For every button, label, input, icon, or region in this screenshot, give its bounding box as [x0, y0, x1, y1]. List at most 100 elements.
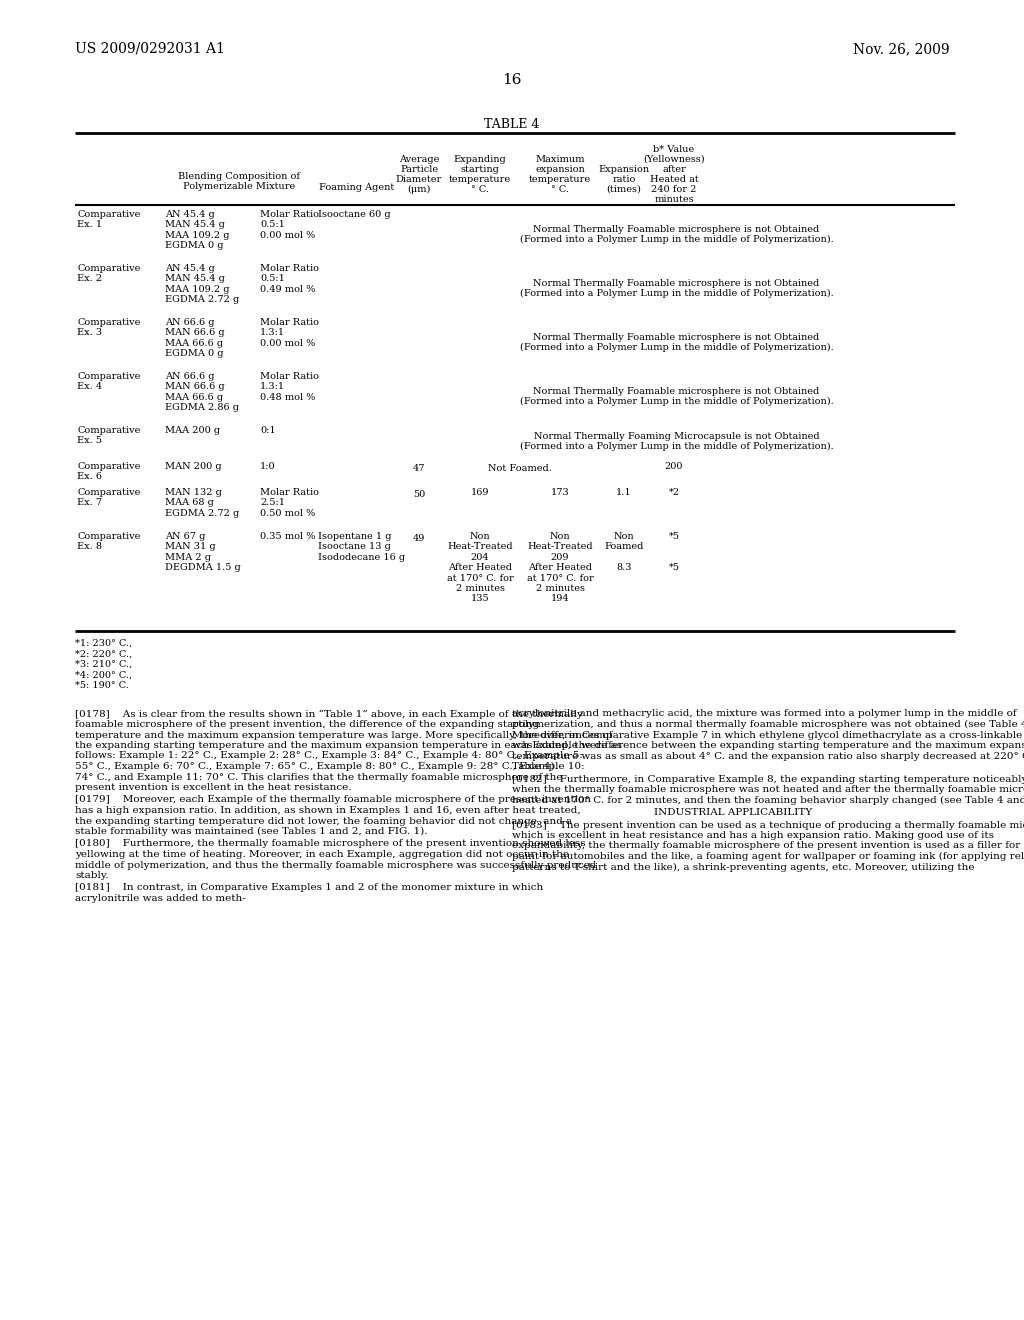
Text: 55° C., Example 6: 70° C., Example 7: 65° C., Example 8: 80° C., Example 9: 28° : 55° C., Example 6: 70° C., Example 7: 65… — [75, 762, 585, 771]
Text: has a high expansion ratio. In addition, as shown in Examples 1 and 16, even aft: has a high expansion ratio. In addition,… — [75, 807, 581, 814]
Text: which is excellent in heat resistance and has a high expansion ratio. Making goo: which is excellent in heat resistance an… — [512, 832, 994, 840]
Text: Comparative
Ex. 3: Comparative Ex. 3 — [77, 318, 140, 338]
Text: Blending Composition of: Blending Composition of — [178, 172, 300, 181]
Text: Normal Thermally Foamable microsphere is not Obtained: Normal Thermally Foamable microsphere is… — [534, 387, 819, 396]
Text: Non
Heat-Treated
204
After Heated
at 170° C. for
2 minutes
135: Non Heat-Treated 204 After Heated at 170… — [446, 532, 513, 603]
Text: yellowing at the time of heating. Moreover, in each Example, aggregation did not: yellowing at the time of heating. Moreov… — [75, 850, 569, 859]
Text: Particle: Particle — [400, 165, 438, 174]
Text: 240 for 2: 240 for 2 — [651, 185, 696, 194]
Text: was added, the difference between the expanding starting temperature and the max: was added, the difference between the ex… — [512, 741, 1024, 750]
Text: Comparative
Ex. 2: Comparative Ex. 2 — [77, 264, 140, 284]
Text: when the thermally foamable microsphere was not heated and after the thermally f: when the thermally foamable microsphere … — [512, 785, 1024, 795]
Text: middle of polymerization, and thus the thermally foamable microsphere was succes: middle of polymerization, and thus the t… — [75, 861, 596, 870]
Text: temperature and the maximum expansion temperature was large. More specifically, : temperature and the maximum expansion te… — [75, 730, 612, 739]
Text: (Yellowness): (Yellowness) — [643, 154, 705, 164]
Text: Diameter: Diameter — [396, 176, 442, 183]
Text: stable formability was maintained (see Tables 1 and 2, and FIG. 1).: stable formability was maintained (see T… — [75, 828, 427, 836]
Text: AN 45.4 g
MAN 45.4 g
MAA 109.2 g
EGDMA 0 g: AN 45.4 g MAN 45.4 g MAA 109.2 g EGDMA 0… — [165, 210, 229, 251]
Text: TABLE 4: TABLE 4 — [484, 117, 540, 131]
Text: AN 45.4 g
MAN 45.4 g
MAA 109.2 g
EGDMA 2.72 g: AN 45.4 g MAN 45.4 g MAA 109.2 g EGDMA 2… — [165, 264, 240, 304]
Text: polymerization, and thus a normal thermally foamable microsphere was not obtaine: polymerization, and thus a normal therma… — [512, 719, 1024, 729]
Text: [0179]    Moreover, each Example of the thermally foamable microsphere of the pr: [0179] Moreover, each Example of the the… — [75, 796, 591, 804]
Text: temperature was as small as about 4° C. and the expansion ratio also sharply dec: temperature was as small as about 4° C. … — [512, 751, 1024, 760]
Text: Non
Foamed

8.3: Non Foamed 8.3 — [604, 532, 644, 572]
Text: Nov. 26, 2009: Nov. 26, 2009 — [853, 42, 950, 55]
Text: AN 66.6 g
MAN 66.6 g
MAA 66.6 g
EGDMA 2.86 g: AN 66.6 g MAN 66.6 g MAA 66.6 g EGDMA 2.… — [165, 372, 239, 412]
Text: *2: 220° C.,: *2: 220° C., — [75, 649, 132, 659]
Text: (Formed into a Polymer Lump in the middle of Polymerization).: (Formed into a Polymer Lump in the middl… — [519, 442, 834, 451]
Text: ° C.: ° C. — [471, 185, 489, 194]
Text: (Formed into a Polymer Lump in the middle of Polymerization).: (Formed into a Polymer Lump in the middl… — [519, 343, 834, 352]
Text: 49: 49 — [413, 535, 425, 543]
Text: Expansion: Expansion — [598, 165, 649, 174]
Text: Molar Ratio
0.5:1
0.00 mol %: Molar Ratio 0.5:1 0.00 mol % — [260, 210, 319, 240]
Text: MAN 132 g
MAA 68 g
EGDMA 2.72 g: MAN 132 g MAA 68 g EGDMA 2.72 g — [165, 488, 240, 517]
Text: ratio: ratio — [612, 176, 636, 183]
Text: foamable microsphere of the present invention, the difference of the expanding s: foamable microsphere of the present inve… — [75, 719, 539, 729]
Text: the expanding starting temperature and the maximum expansion temperature in each: the expanding starting temperature and t… — [75, 741, 622, 750]
Text: *4: 200° C.,: *4: 200° C., — [75, 671, 132, 680]
Text: the expanding starting temperature did not lower, the foaming behavior did not c: the expanding starting temperature did n… — [75, 817, 572, 825]
Text: *2: *2 — [669, 488, 680, 498]
Text: paint for automobiles and the like, a foaming agent for wallpaper or foaming ink: paint for automobiles and the like, a fo… — [512, 851, 1024, 861]
Text: Table 4).: Table 4). — [512, 762, 558, 771]
Text: AN 66.6 g
MAN 66.6 g
MAA 66.6 g
EGDMA 0 g: AN 66.6 g MAN 66.6 g MAA 66.6 g EGDMA 0 … — [165, 318, 224, 358]
Text: Comparative
Ex. 8: Comparative Ex. 8 — [77, 532, 140, 552]
Text: stably.: stably. — [75, 871, 109, 880]
Text: Isooctane 60 g: Isooctane 60 g — [318, 210, 390, 219]
Text: after: after — [663, 165, 686, 174]
Text: expandability, the thermally foamable microsphere of the present invention is us: expandability, the thermally foamable mi… — [512, 842, 1024, 850]
Text: Comparative
Ex. 5: Comparative Ex. 5 — [77, 426, 140, 445]
Text: Comparative
Ex. 7: Comparative Ex. 7 — [77, 488, 140, 507]
Text: Normal Thermally Foamable microsphere is not Obtained: Normal Thermally Foamable microsphere is… — [534, 333, 819, 342]
Text: follows: Example 1: 22° C., Example 2: 28° C., Example 3: 84° C., Example 4: 80°: follows: Example 1: 22° C., Example 2: 2… — [75, 751, 583, 760]
Text: Molar Ratio
1.3:1
0.00 mol %: Molar Ratio 1.3:1 0.00 mol % — [260, 318, 319, 347]
Text: [0182]    Furthermore, in Comparative Example 8, the expanding starting temperat: [0182] Furthermore, in Comparative Examp… — [512, 775, 1024, 784]
Text: temperature: temperature — [529, 176, 591, 183]
Text: INDUSTRIAL APPLICABILITY: INDUSTRIAL APPLICABILITY — [654, 808, 813, 817]
Text: temperature: temperature — [449, 176, 511, 183]
Text: b* Value: b* Value — [653, 145, 694, 154]
Text: patterns to T-shirt and the like), a shrink-preventing agents, etc. Moreover, ut: patterns to T-shirt and the like), a shr… — [512, 862, 975, 871]
Text: 16: 16 — [502, 73, 522, 87]
Text: Normal Thermally Foaming Microcapsule is not Obtained: Normal Thermally Foaming Microcapsule is… — [534, 432, 819, 441]
Text: 1:0: 1:0 — [260, 462, 275, 471]
Text: 169: 169 — [471, 488, 489, 498]
Text: Comparative
Ex. 1: Comparative Ex. 1 — [77, 210, 140, 230]
Text: Polymerizable Mixture: Polymerizable Mixture — [183, 182, 296, 191]
Text: present invention is excellent in the heat resistance.: present invention is excellent in the he… — [75, 783, 351, 792]
Text: *1: 230° C.,: *1: 230° C., — [75, 639, 132, 648]
Text: Normal Thermally Foamable microsphere is not Obtained: Normal Thermally Foamable microsphere is… — [534, 224, 819, 234]
Text: Comparative
Ex. 6: Comparative Ex. 6 — [77, 462, 140, 482]
Text: 74° C., and Example 11: 70° C. This clarifies that the thermally foamable micros: 74° C., and Example 11: 70° C. This clar… — [75, 772, 562, 781]
Text: ° C.: ° C. — [551, 185, 569, 194]
Text: (μm): (μm) — [408, 185, 431, 194]
Text: Isopentane 1 g
Isooctane 13 g
Isododecane 16 g: Isopentane 1 g Isooctane 13 g Isododecan… — [318, 532, 406, 562]
Text: starting: starting — [461, 165, 500, 174]
Text: *3: 210° C.,: *3: 210° C., — [75, 660, 132, 669]
Text: acrylonitrile and methacrylic acid, the mixture was formed into a polymer lump i: acrylonitrile and methacrylic acid, the … — [512, 710, 1017, 718]
Text: 200: 200 — [665, 462, 683, 471]
Text: [0178]    As is clear from the results shown in “Table 1” above, in each Example: [0178] As is clear from the results show… — [75, 710, 583, 719]
Text: *5: 190° C.: *5: 190° C. — [75, 681, 129, 690]
Text: Heated at: Heated at — [649, 176, 698, 183]
Text: 0.35 mol %: 0.35 mol % — [260, 532, 315, 541]
Text: 1.1: 1.1 — [616, 488, 632, 498]
Text: expansion: expansion — [536, 165, 585, 174]
Text: Molar Ratio
2.5:1
0.50 mol %: Molar Ratio 2.5:1 0.50 mol % — [260, 488, 319, 517]
Text: Expanding: Expanding — [454, 154, 507, 164]
Text: Non
Heat-Treated
209
After Heated
at 170° C. for
2 minutes
194: Non Heat-Treated 209 After Heated at 170… — [526, 532, 593, 603]
Text: 173: 173 — [551, 488, 569, 498]
Text: MAA 200 g: MAA 200 g — [165, 426, 220, 436]
Text: 50: 50 — [413, 490, 425, 499]
Text: Moreover, in Comparative Example 7 in which ethylene glycol dimethacrylate as a : Moreover, in Comparative Example 7 in wh… — [512, 730, 1024, 739]
Text: AN 67 g
MAN 31 g
MMA 2 g
DEGDMA 1.5 g: AN 67 g MAN 31 g MMA 2 g DEGDMA 1.5 g — [165, 532, 241, 572]
Text: [0181]    In contrast, in Comparative Examples 1 and 2 of the monomer mixture in: [0181] In contrast, in Comparative Examp… — [75, 883, 544, 892]
Text: Not Foamed.: Not Foamed. — [488, 465, 552, 473]
Text: acrylonitrile was added to meth-: acrylonitrile was added to meth- — [75, 894, 246, 903]
Text: MAN 200 g: MAN 200 g — [165, 462, 221, 471]
Text: Normal Thermally Foamable microsphere is not Obtained: Normal Thermally Foamable microsphere is… — [534, 279, 819, 288]
Text: (Formed into a Polymer Lump in the middle of Polymerization).: (Formed into a Polymer Lump in the middl… — [519, 397, 834, 407]
Text: Molar Ratio
1.3:1
0.48 mol %: Molar Ratio 1.3:1 0.48 mol % — [260, 372, 319, 401]
Text: [0183]    The present invention can be used as a technique of producing a therma: [0183] The present invention can be used… — [512, 821, 1024, 829]
